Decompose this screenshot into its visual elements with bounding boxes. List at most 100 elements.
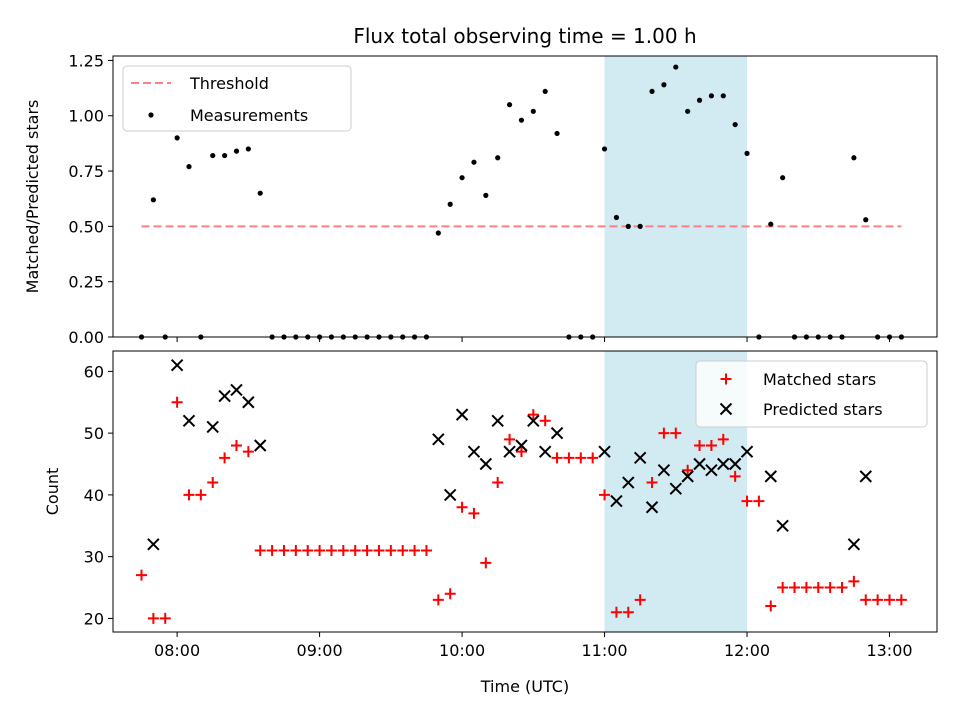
y-tick-label: 60 <box>84 362 104 381</box>
y-axis-title: Matched/Predicted stars <box>23 100 42 294</box>
data-point <box>491 414 504 427</box>
data-point <box>503 445 516 458</box>
data-point <box>696 97 703 103</box>
data-point <box>207 477 219 489</box>
x-tick-label: 08:00 <box>154 641 200 660</box>
data-point <box>776 519 789 532</box>
y-tick-label: 0.00 <box>68 328 104 347</box>
data-point <box>206 420 219 434</box>
data-point <box>539 415 551 427</box>
data-point <box>694 439 706 451</box>
data-point <box>302 544 314 556</box>
data-point <box>459 175 465 181</box>
data-point <box>634 594 646 606</box>
data-point <box>708 93 715 99</box>
data-point <box>135 569 147 581</box>
x-tick-label: 12:00 <box>724 641 770 660</box>
data-point <box>732 121 738 128</box>
legend-label: Matched stars <box>763 370 876 389</box>
y-tick-label: 50 <box>84 424 104 443</box>
chart-panels: 0.00 0.25 0.50 0.75 1.00 1.25 Matched/Predicte… <box>23 51 938 696</box>
data-point <box>670 427 682 439</box>
data-point <box>467 445 481 458</box>
data-point <box>848 575 860 587</box>
data-point <box>863 217 869 223</box>
data-point <box>860 594 872 606</box>
data-point <box>765 600 777 612</box>
y-tick-label: 0.50 <box>68 217 104 236</box>
data-point <box>872 594 884 606</box>
data-point <box>397 544 409 556</box>
data-point <box>859 470 872 483</box>
legend-label: Predicted stars <box>763 400 883 419</box>
panel-2: 20 30 40 50 60 08:00 09:00 10:00 11:00 12:00 13:00… <box>43 350 938 696</box>
data-point <box>740 445 754 458</box>
data-point <box>753 495 765 507</box>
data-point <box>432 433 445 446</box>
data-point <box>717 457 730 471</box>
data-point <box>812 582 824 594</box>
data-point <box>527 414 540 427</box>
data-point <box>325 544 337 556</box>
data-point <box>622 476 635 489</box>
data-point <box>420 544 432 556</box>
legend-dot-swatch <box>148 112 154 118</box>
data-point <box>515 439 528 452</box>
data-point <box>159 612 171 624</box>
data-point <box>435 230 441 236</box>
data-point <box>337 544 349 556</box>
data-point <box>601 146 608 152</box>
data-point <box>278 544 290 556</box>
data-point <box>610 606 622 618</box>
data-point <box>468 507 480 519</box>
data-point <box>495 155 501 161</box>
data-point <box>800 582 812 594</box>
data-point <box>170 358 184 372</box>
data-point <box>637 223 643 229</box>
data-point <box>610 494 623 508</box>
data-point <box>230 383 243 397</box>
data-point <box>587 452 599 464</box>
data-point <box>895 594 907 606</box>
data-point <box>171 396 183 408</box>
y-tick-label: 0.25 <box>68 273 104 292</box>
data-point <box>195 489 207 501</box>
plot-frame <box>112 55 938 338</box>
data-point <box>599 489 611 501</box>
data-point <box>622 606 634 618</box>
y-tick-label: 1.00 <box>68 107 104 126</box>
data-point <box>542 88 548 95</box>
data-point <box>669 482 682 495</box>
x-tick-label: 10:00 <box>439 641 485 660</box>
data-point <box>717 433 729 445</box>
data-point <box>515 446 527 458</box>
data-point <box>884 594 896 606</box>
data-point <box>551 452 563 464</box>
data-point <box>432 594 444 606</box>
y-tick-label: 30 <box>84 548 104 567</box>
series-matched-stars <box>135 396 907 624</box>
data-point <box>554 130 560 137</box>
data-point <box>550 426 564 440</box>
data-point <box>633 451 647 465</box>
data-point <box>266 544 278 556</box>
y-tick-label: 40 <box>84 486 104 505</box>
data-point <box>230 439 242 451</box>
data-point <box>741 495 753 507</box>
data-point <box>242 446 254 458</box>
data-point <box>385 544 397 556</box>
data-point <box>764 470 777 483</box>
data-point <box>174 135 180 141</box>
data-point <box>443 488 457 502</box>
data-point <box>409 544 421 556</box>
legend-label: Measurements <box>190 106 308 125</box>
data-point <box>506 102 513 108</box>
series-measurements <box>138 64 904 340</box>
data-point <box>147 538 160 551</box>
data-point <box>705 439 717 451</box>
data-point <box>222 152 228 159</box>
data-point <box>682 464 694 476</box>
data-point <box>504 433 516 445</box>
data-point <box>625 223 631 229</box>
data-point <box>685 108 691 114</box>
